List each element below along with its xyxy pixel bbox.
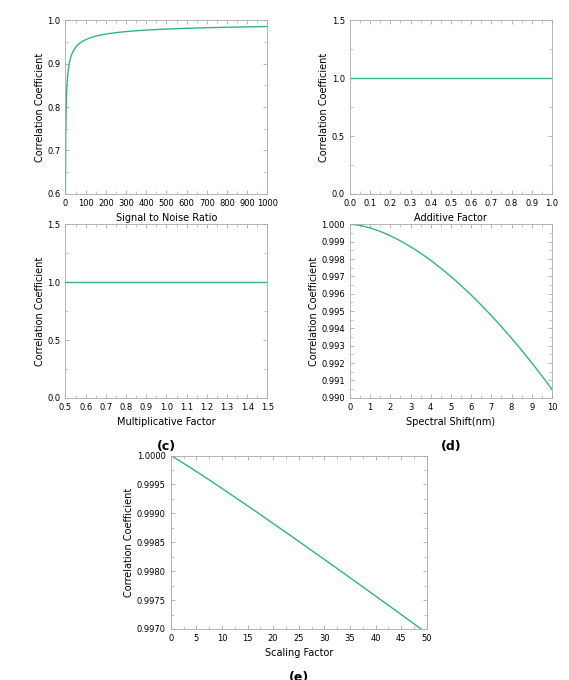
Text: (e): (e) <box>288 671 309 680</box>
Y-axis label: Correlation Coefficient: Correlation Coefficient <box>35 52 44 162</box>
X-axis label: Additive Factor: Additive Factor <box>414 214 488 223</box>
Y-axis label: Correlation Coefficient: Correlation Coefficient <box>124 488 134 597</box>
Text: (b): (b) <box>440 236 461 249</box>
Y-axis label: Correlation Coefficient: Correlation Coefficient <box>319 52 329 162</box>
X-axis label: Multiplicative Factor: Multiplicative Factor <box>117 418 216 427</box>
X-axis label: Scaling Factor: Scaling Factor <box>265 649 333 658</box>
Text: (d): (d) <box>440 440 461 453</box>
Y-axis label: Correlation Coefficient: Correlation Coefficient <box>35 256 45 366</box>
Text: (c): (c) <box>157 440 176 453</box>
X-axis label: Spectral Shift(nm): Spectral Shift(nm) <box>406 418 496 427</box>
Y-axis label: Correlation Coefficient: Correlation Coefficient <box>308 256 319 366</box>
Text: (a): (a) <box>156 236 176 249</box>
X-axis label: Signal to Noise Ratio: Signal to Noise Ratio <box>116 214 217 223</box>
